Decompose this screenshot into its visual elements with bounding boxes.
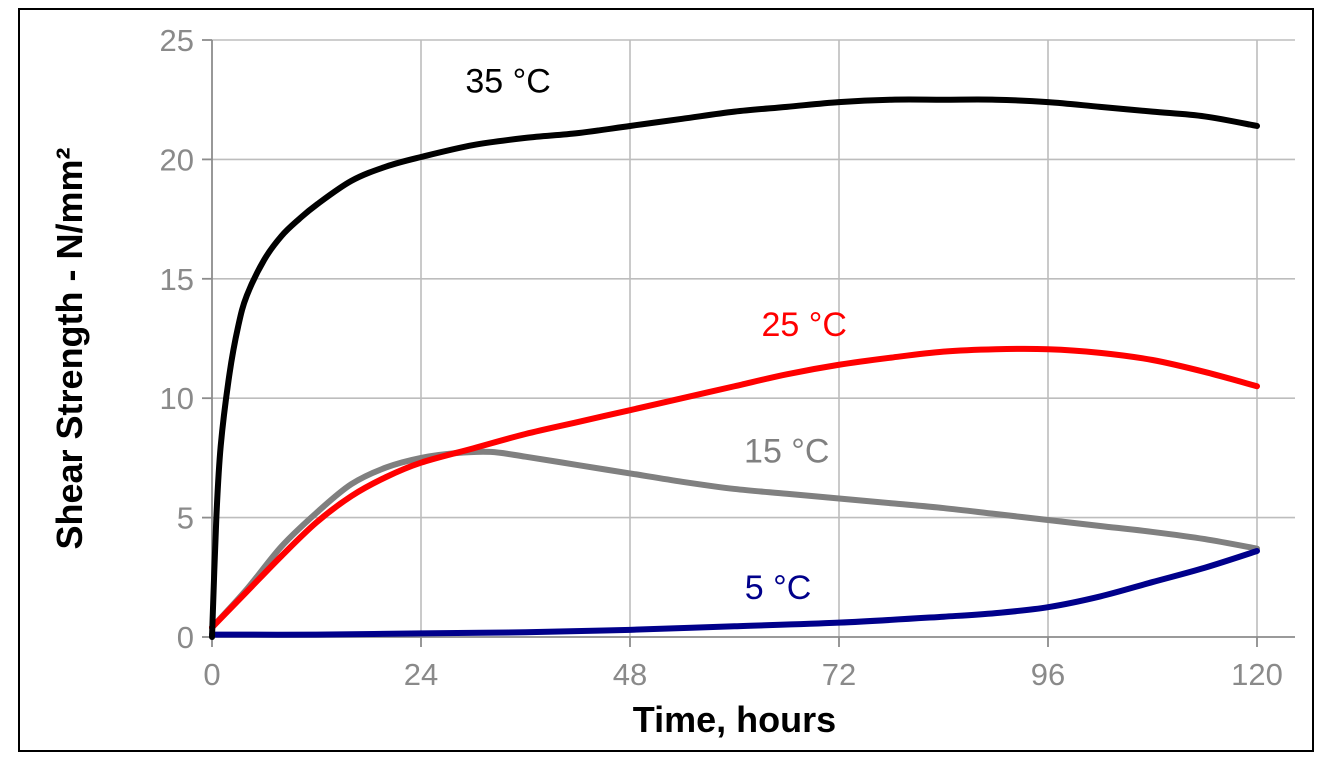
y-tick-label: 0: [177, 620, 194, 655]
x-axis-title: Time, hours: [633, 699, 836, 740]
grid: [212, 39, 1295, 637]
series-line-35-c: [209, 96, 1260, 640]
y-tick-label: 10: [160, 381, 194, 416]
series-label-5-c: 5 °C: [745, 569, 812, 607]
series-line-15-c: [209, 448, 1260, 631]
series-line-25-c: [209, 345, 1260, 631]
x-tick-label: 72: [822, 657, 856, 692]
x-tick-label: 96: [1031, 657, 1065, 692]
y-tick-label: 15: [160, 262, 194, 297]
series-label-35-c: 35 °C: [465, 63, 550, 101]
series-lines: [209, 96, 1260, 640]
x-tick-label: 0: [203, 657, 220, 692]
tick-labels: 0 5 10 15 20 25 0 24 48 72 96 120: [160, 23, 1283, 692]
series-label-15-c: 15 °C: [744, 433, 829, 471]
series-labels: 35 °C 25 °C 15 °C 5 °C: [465, 63, 847, 607]
y-tick-label: 20: [160, 142, 194, 177]
series-label-25-c: 25 °C: [761, 306, 846, 344]
x-tick-label: 120: [1231, 657, 1283, 692]
y-tick-label: 5: [177, 501, 194, 536]
y-axis-title: Shear Strength - N/mm²: [49, 147, 90, 549]
y-tick-label: 25: [160, 23, 194, 58]
x-tick-label: 48: [613, 657, 647, 692]
x-tick-label: 24: [404, 657, 438, 692]
axes: [202, 39, 1295, 647]
series-line-5-c: [209, 548, 1260, 638]
